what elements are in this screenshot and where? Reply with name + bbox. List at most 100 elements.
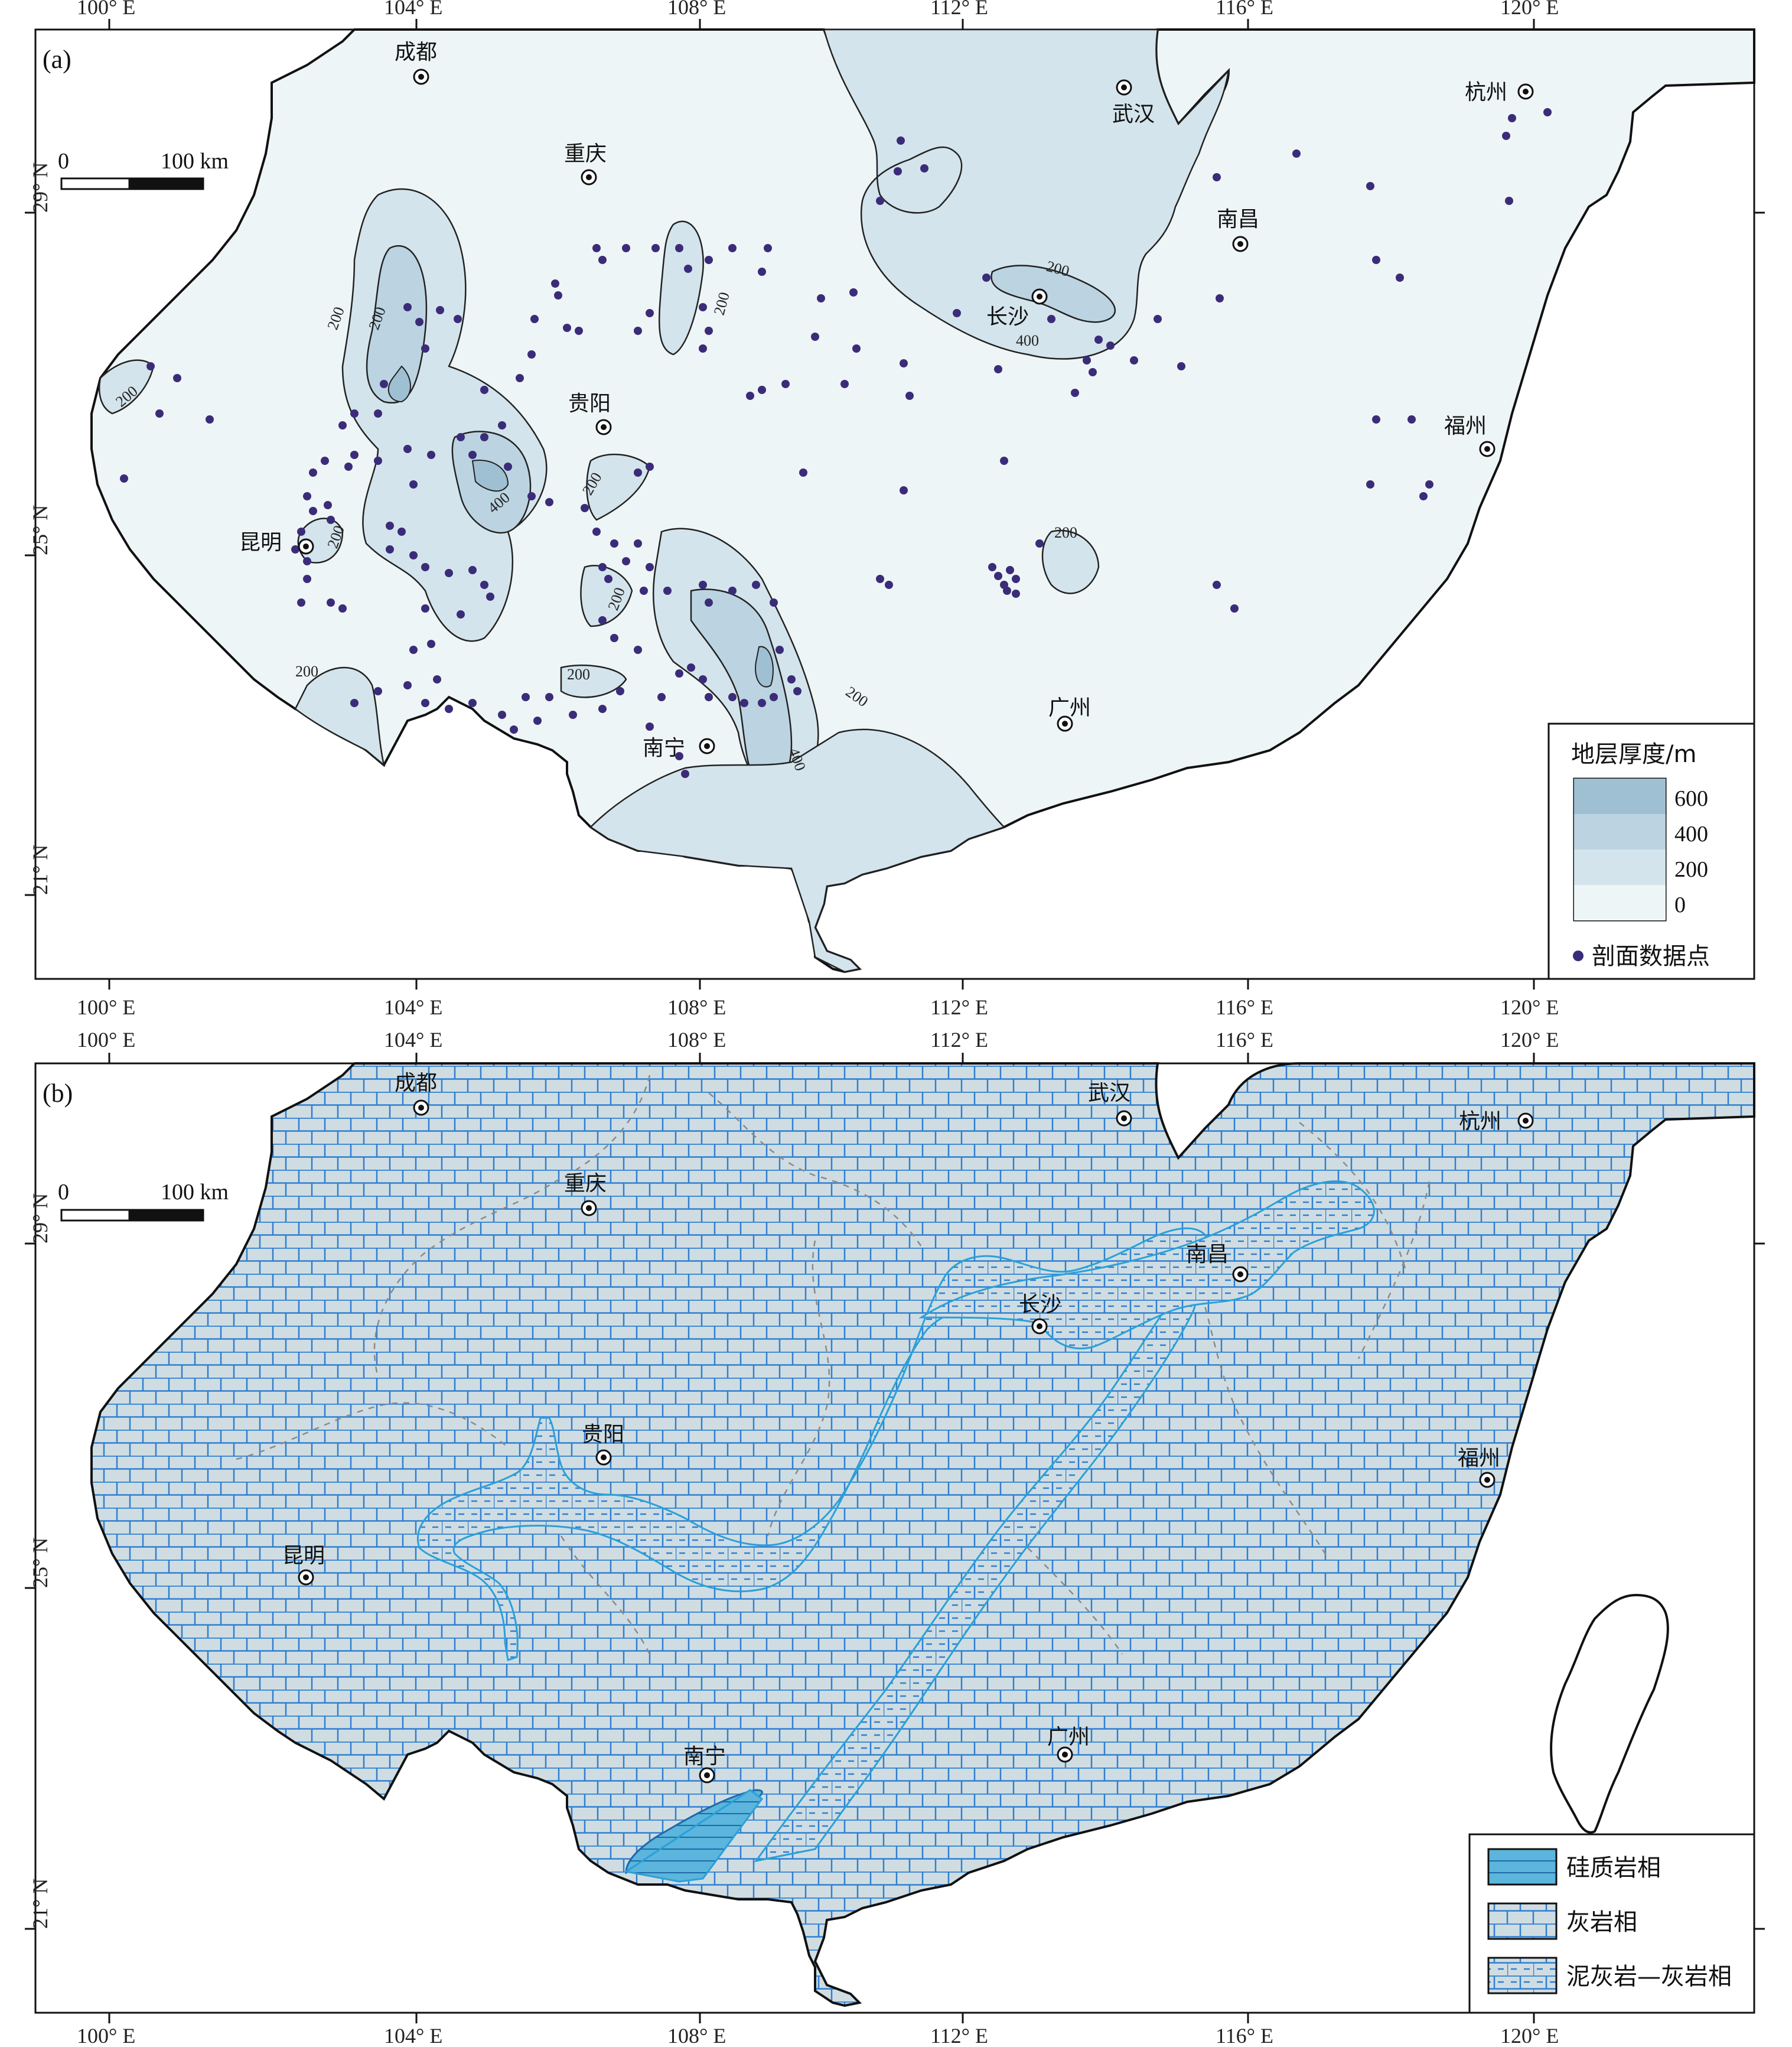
lon-label: 104° E	[384, 1028, 442, 1052]
profile-data-point	[421, 604, 429, 613]
profile-data-point	[1502, 132, 1510, 140]
profile-data-point	[675, 669, 683, 678]
profile-data-point	[445, 705, 453, 713]
svg-text:0: 0	[58, 149, 69, 174]
profile-data-point	[634, 468, 642, 477]
legend-item: 灰岩相	[1566, 1909, 1637, 1936]
legend-swatch-600	[1574, 779, 1666, 814]
profile-data-point	[581, 504, 589, 512]
profile-data-point	[1012, 575, 1020, 583]
scale-bar-a: 0 100 km	[58, 149, 229, 190]
svg-text:100 km: 100 km	[161, 1180, 229, 1205]
city-label: 成都	[395, 40, 437, 64]
profile-data-point	[457, 610, 465, 619]
profile-data-point	[120, 474, 128, 483]
profile-data-point	[436, 306, 444, 314]
lon-label: 108° E	[667, 2024, 726, 2047]
profile-data-point	[1106, 341, 1115, 350]
city-marker	[1031, 1318, 1048, 1335]
profile-data-point	[1035, 539, 1044, 548]
profile-data-point	[527, 492, 536, 500]
profile-data-point	[592, 244, 601, 252]
lon-labels-a-bottom: 100° E 104° E 108° E 112° E 116° E 120° …	[77, 995, 1559, 1019]
profile-data-point	[811, 333, 819, 341]
profile-data-point	[770, 598, 778, 607]
contour-label: 400	[1016, 332, 1039, 349]
city-label: 福州	[1444, 414, 1487, 438]
scale-bar-b: 0 100 km	[58, 1180, 229, 1222]
profile-data-point	[480, 581, 488, 589]
profile-data-point	[457, 433, 465, 441]
profile-data-point	[421, 563, 429, 571]
profile-data-point	[527, 350, 536, 359]
lat-label: 21° N	[28, 845, 52, 895]
cities-b: 成都 武汉 杭州 重庆 南昌 长沙 贵阳 福州 昆明 南宁 广州	[282, 1071, 1534, 1784]
profile-data-point	[646, 723, 654, 731]
lat-label: 29° N	[28, 1193, 52, 1244]
profile-data-point	[327, 516, 335, 524]
profile-data-point	[604, 575, 612, 583]
profile-data-point	[530, 315, 539, 323]
profile-data-point	[1366, 480, 1374, 489]
profile-data-point	[486, 593, 494, 601]
profile-data-point	[1083, 356, 1091, 365]
profile-data-point	[344, 463, 353, 471]
profile-data-point	[327, 598, 335, 607]
lat-label: 25° N	[28, 505, 52, 555]
legend-class: 0	[1674, 893, 1686, 917]
profile-data-point	[403, 445, 412, 453]
city-label: 成都	[395, 1071, 437, 1095]
profile-data-point	[1012, 590, 1020, 598]
city-label: 重庆	[564, 1171, 607, 1196]
profile-data-point	[1505, 197, 1513, 205]
profile-data-point	[705, 256, 713, 264]
legend-point-label: 剖面数据点	[1592, 943, 1710, 970]
lon-label: 104° E	[384, 2024, 442, 2047]
profile-data-point	[610, 634, 618, 642]
profile-data-point	[920, 164, 928, 173]
profile-data-point	[303, 557, 311, 565]
profile-data-point	[569, 711, 577, 719]
lon-label: 116° E	[1216, 2024, 1273, 2047]
city-marker	[298, 538, 314, 555]
lon-label: 112° E	[930, 2024, 988, 2047]
lon-labels-a-top: 100° E 104° E 108° E 112° E 116° E 120° …	[77, 0, 1559, 19]
legend-class: 200	[1674, 857, 1708, 882]
city-label: 长沙	[986, 305, 1029, 329]
profile-data-point	[746, 392, 754, 400]
svg-text:100 km: 100 km	[161, 149, 229, 174]
profile-data-point	[403, 681, 412, 689]
profile-data-point	[1006, 566, 1014, 574]
lon-label: 100° E	[77, 1028, 135, 1052]
city-marker	[1031, 288, 1048, 305]
profile-data-point	[374, 687, 382, 695]
city-marker	[1517, 1112, 1534, 1129]
profile-data-point	[897, 136, 905, 145]
profile-data-point	[885, 581, 893, 589]
lat-label: 29° N	[28, 162, 52, 213]
lon-label: 120° E	[1500, 995, 1559, 1019]
profile-data-point	[687, 663, 695, 672]
city-marker	[1479, 1472, 1495, 1488]
city-label: 杭州	[1465, 80, 1507, 105]
city-marker	[1057, 715, 1073, 732]
axis-ticks-b	[25, 1053, 1765, 2023]
svg-text:0: 0	[58, 1180, 69, 1205]
profile-data-point	[705, 598, 713, 607]
city-marker	[1232, 236, 1249, 252]
profile-data-point	[1543, 108, 1552, 116]
profile-data-point	[1071, 389, 1079, 397]
profile-data-point	[699, 675, 707, 684]
cities-a: 成都 重庆 武汉 杭州 南昌 长沙 贵阳 福州 昆明 南宁 广州	[239, 40, 1534, 760]
profile-data-point	[575, 327, 583, 335]
profile-data-point	[504, 463, 512, 471]
profile-data-point	[1425, 480, 1433, 489]
profile-data-point	[454, 315, 462, 323]
profile-data-point	[291, 545, 299, 554]
profile-data-point	[1000, 457, 1008, 465]
panel-label-b: (b)	[43, 1079, 73, 1108]
profile-data-point	[622, 244, 630, 252]
profile-data-point	[1089, 368, 1097, 376]
profile-data-point	[616, 687, 624, 695]
